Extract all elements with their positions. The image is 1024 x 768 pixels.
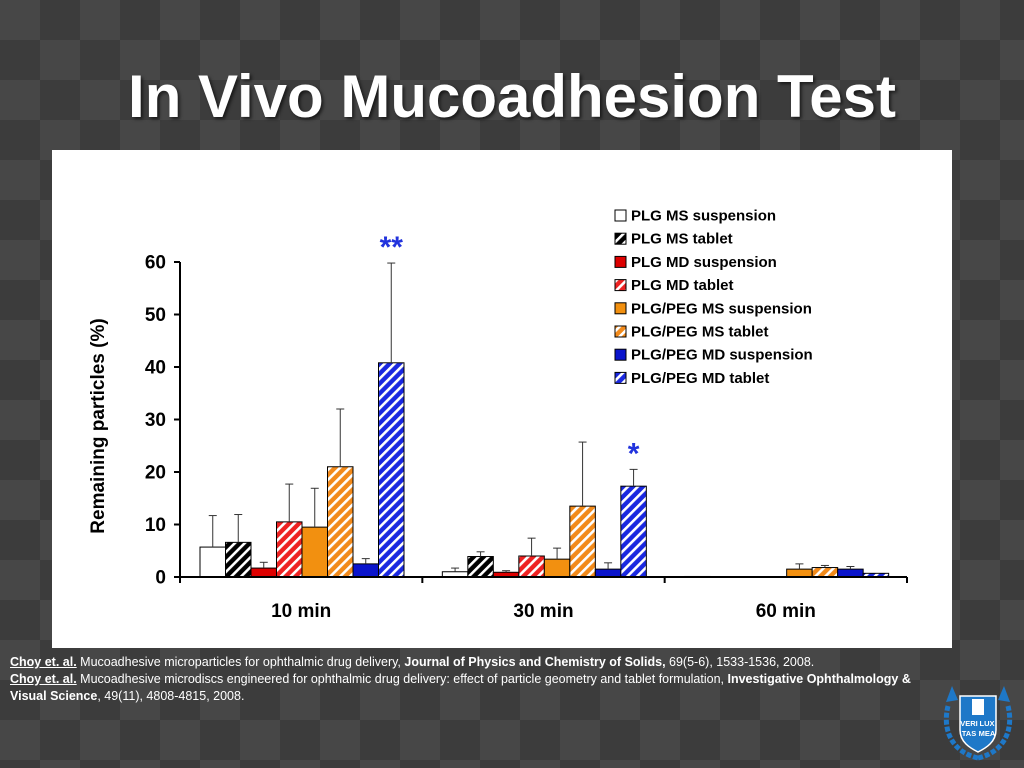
reference-journal: Investigative Ophthalmology & Visual Sci… [10,672,911,703]
torch-left [946,686,958,702]
references: Choy et. al. Mucoadhesive microparticles… [10,654,930,705]
reference-author-link[interactable]: Choy et. al. [10,655,77,669]
legend-label: PLG MD tablet [631,277,734,294]
significance-marker: ** [380,231,404,264]
university-seal-logo: VERI LUX TAS MEA [943,686,1013,761]
y-tick-label: 10 [145,515,166,536]
legend-label: PLG MS tablet [631,231,733,248]
bar [225,541,252,578]
bar [250,567,277,578]
legend-swatch [614,302,627,315]
legend-swatch [614,325,627,338]
x-tick-label: 60 min [756,601,816,622]
bar [594,568,622,578]
chart-panel: Remaining particles (%) 0 10 20 30 40 50 60 10 … [52,150,952,648]
y-tick-label: 60 [145,253,166,274]
bar [327,466,354,578]
legend-label: PLG MS suspension [631,208,776,225]
bar [199,546,226,578]
seal-motto-text: MEA [979,729,996,738]
legend-label: PLG/PEG MS tablet [631,324,769,341]
seal-motto-text: LUX [980,719,995,728]
bar-chart: Remaining particles (%) 0 10 20 30 40 50 60 10 … [88,208,908,622]
y-axis-label: Remaining particles (%) [88,318,109,533]
legend-label: PLG/PEG MS suspension [631,300,812,317]
legend-swatch [614,255,627,268]
bar [811,567,839,578]
legend-swatch [614,348,627,361]
legend-label: PLG/PEG MD suspension [631,347,813,364]
legend-label: PLG/PEG MD tablet [631,370,769,387]
reference-title: Mucoadhesive microdiscs engineered for o… [76,672,728,686]
reference-detail: , 49(11), 4808-4815, 2008. [97,689,245,703]
significance-marker: * [628,437,640,470]
seal-motto-text: VERI [960,719,978,728]
slide-title: In Vivo Mucoadhesion Test [128,63,896,130]
y-tick-label: 20 [145,463,166,484]
bar [301,526,328,578]
y-tick-label: 50 [145,305,166,326]
reference-2: Choy et. al. Mucoadhesive microdiscs eng… [10,671,930,705]
legend-swatch [614,209,627,222]
y-tick-label: 40 [145,358,166,379]
x-tick-label: 10 min [271,601,331,622]
shield-book [972,699,984,715]
legend-swatch [614,279,627,292]
bar [543,558,571,578]
shield [959,695,997,753]
y-tick-label: 30 [145,410,166,431]
legend-swatch [614,371,627,384]
bar [786,568,813,578]
bar [467,556,494,578]
bar [569,505,596,578]
bar [518,555,545,578]
bar [837,568,864,578]
reference-author-link[interactable]: Choy et. al. [10,672,77,686]
legend-swatch [614,232,627,245]
bar [378,362,405,578]
seal-motto-text: TAS [962,729,976,738]
reference-journal: Journal of Physics and Chemistry of Soli… [404,655,666,669]
bar [276,521,303,578]
torch-right [998,686,1010,702]
bar [620,485,647,578]
reference-1: Choy et. al. Mucoadhesive microparticles… [10,654,930,671]
legend-label: PLG MD suspension [631,254,777,271]
reference-title: Mucoadhesive microparticles for ophthalm… [76,655,405,669]
bar [352,563,379,578]
reference-detail: 69(5-6), 1533-1536, 2008. [665,655,815,669]
x-tick-label: 30 min [513,601,573,622]
y-tick-label: 0 [155,568,166,589]
